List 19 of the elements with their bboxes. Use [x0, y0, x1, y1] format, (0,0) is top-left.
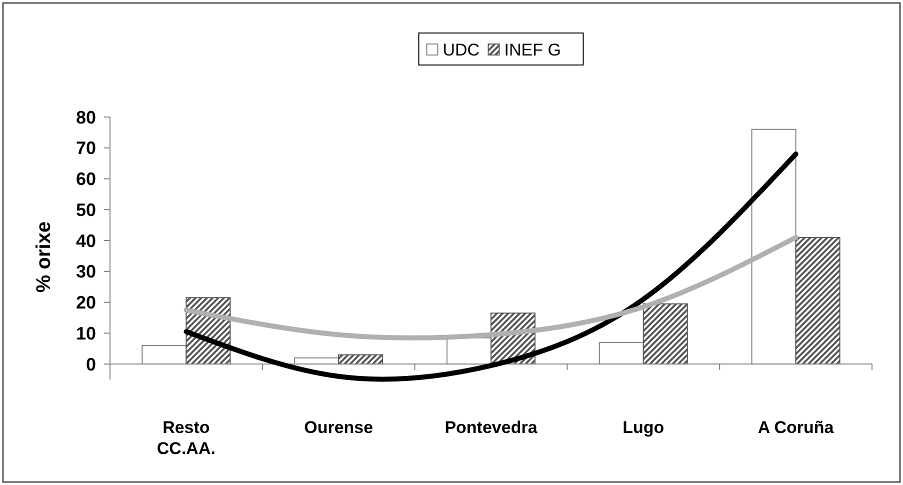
x-tick-label: Resto CC.AA.	[156, 418, 216, 458]
y-tick-label: 20	[76, 292, 96, 313]
y-tick-label: 30	[76, 262, 96, 282]
y-tick-label: 70	[76, 138, 96, 158]
y-tick-label: 50	[76, 200, 96, 220]
bar	[795, 236, 840, 365]
x-tick-label: A Coruña	[758, 418, 834, 437]
legend-label: UDC	[442, 40, 480, 60]
y-tick-label: 10	[76, 323, 96, 344]
x-tick-label: Lugo	[622, 418, 664, 437]
x-tick-label: Pontevedra	[444, 418, 538, 437]
y-axis-title: % orixe	[33, 221, 55, 293]
legend-label: INEF G	[504, 40, 561, 60]
y-tick-label: 60	[76, 169, 96, 190]
y-tick-label: 80	[76, 107, 96, 128]
y-tick-label: 40	[76, 230, 96, 251]
y-tick-label: 0	[86, 354, 96, 374]
x-tick-label: Ourense	[304, 418, 374, 437]
bar	[642, 303, 688, 365]
